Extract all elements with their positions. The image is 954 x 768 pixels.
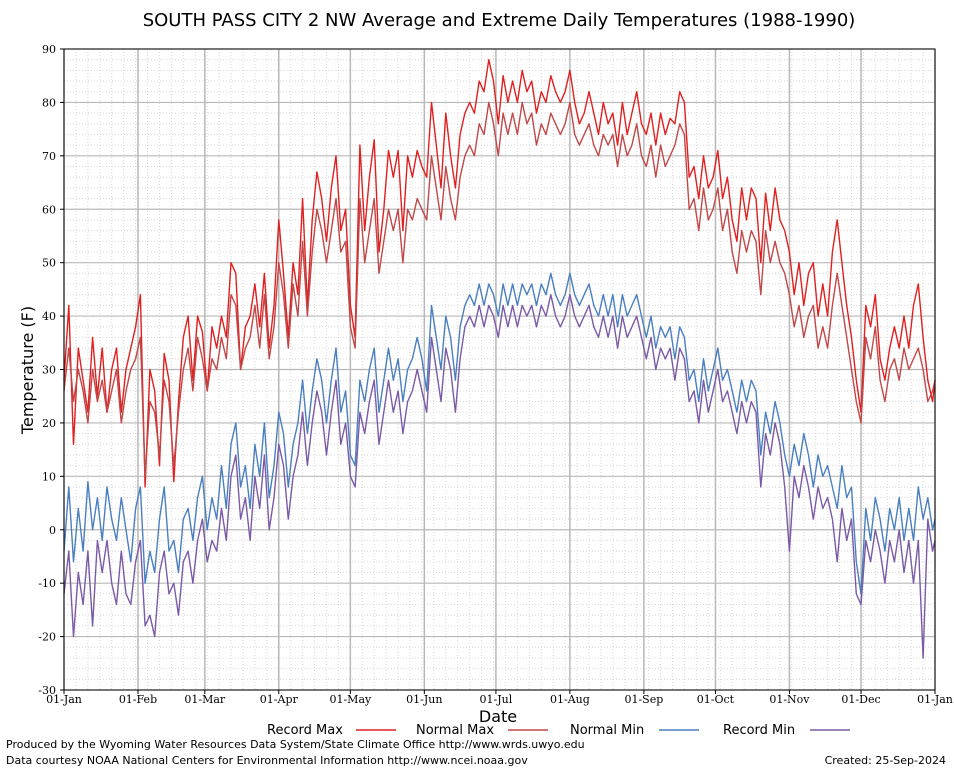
series-line-record-max bbox=[63, 59, 936, 488]
y-axis-label: Temperature (F) bbox=[18, 306, 37, 435]
y-tick-label: 10 bbox=[42, 470, 56, 483]
y-tick-label: 70 bbox=[42, 150, 56, 163]
x-tick-label: 01-Feb bbox=[119, 693, 157, 706]
legend-label-record-min: Record Min bbox=[723, 723, 795, 738]
series-layer bbox=[63, 59, 936, 659]
y-tick-label: 60 bbox=[42, 203, 56, 216]
y-tick-label: 90 bbox=[42, 43, 56, 56]
chart-title: SOUTH PASS CITY 2 NW Average and Extreme… bbox=[143, 10, 856, 31]
x-tick-label: 01-Apr bbox=[260, 693, 299, 706]
x-tick-label: 01-Dec bbox=[841, 693, 880, 706]
x-tick-label: 01-Aug bbox=[550, 693, 590, 706]
series-line-normal-min bbox=[63, 272, 936, 595]
legend: Record Max Normal Max Normal Min Record … bbox=[267, 723, 850, 738]
y-tick-label: 20 bbox=[42, 417, 56, 430]
y-tick-label: -30 bbox=[38, 684, 56, 697]
x-axis-ticks: 01-Jan 01-Feb 01-Mar 01-Apr 01-May 01-Jun 01-J… bbox=[46, 690, 953, 706]
series-line-record-min bbox=[63, 294, 936, 659]
x-tick-label: 01-Mar bbox=[184, 693, 226, 706]
series-line-normal-max bbox=[63, 101, 936, 477]
y-axis-ticks: -30 -20 -10 0 10 20 30 40 50 60 70 80 90 bbox=[38, 43, 64, 697]
x-tick-label: 01-Nov bbox=[769, 693, 810, 706]
y-tick-label: -20 bbox=[38, 631, 56, 644]
y-tick-label: 40 bbox=[42, 310, 56, 323]
x-tick-label: 01-Jan bbox=[46, 693, 82, 706]
y-tick-label: 30 bbox=[42, 364, 56, 377]
legend-label-normal-min: Normal Min bbox=[570, 723, 644, 738]
x-axis-label: Date bbox=[479, 707, 517, 726]
x-tick-label: 01-Oct bbox=[697, 693, 735, 706]
legend-label-record-max: Record Max bbox=[267, 723, 343, 738]
x-tick-label: 01-Sep bbox=[624, 693, 663, 706]
x-tick-label: 01-Jan bbox=[917, 693, 953, 706]
y-tick-label: 50 bbox=[42, 257, 56, 270]
x-tick-label: 01-May bbox=[329, 693, 372, 706]
y-tick-label: -10 bbox=[38, 577, 56, 590]
legend-label-normal-max: Normal Max bbox=[416, 723, 494, 738]
footer-data-courtesy: Data courtesy NOAA National Centers for … bbox=[6, 754, 528, 767]
x-tick-label: 01-Jul bbox=[480, 693, 513, 706]
plot-area bbox=[63, 48, 936, 691]
footer-created: Created: 25-Sep-2024 bbox=[825, 754, 946, 767]
y-tick-label: 0 bbox=[49, 524, 56, 537]
y-tick-label: 80 bbox=[42, 96, 56, 109]
footer-produced-by: Produced by the Wyoming Water Resources … bbox=[6, 738, 585, 751]
x-tick-label: 01-Jun bbox=[406, 693, 442, 706]
